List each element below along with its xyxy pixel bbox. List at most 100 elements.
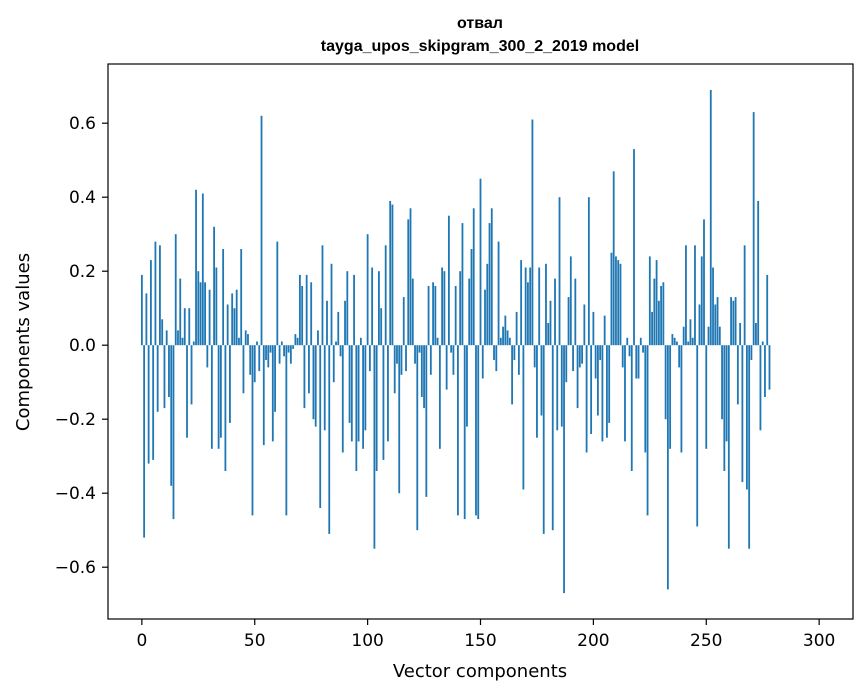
bar [513, 345, 516, 360]
bar [481, 345, 484, 379]
bar [359, 337, 362, 346]
bar [644, 345, 647, 453]
bar [459, 271, 462, 346]
bar [260, 115, 263, 346]
bar [630, 345, 633, 471]
bar [436, 337, 439, 346]
bar [305, 274, 308, 346]
bar [289, 345, 292, 364]
bar [748, 345, 751, 549]
bar [411, 278, 414, 346]
bar [572, 345, 574, 372]
bar [450, 345, 453, 353]
bar [725, 345, 728, 442]
bar [170, 345, 173, 486]
bar [565, 345, 568, 383]
bar [244, 330, 247, 346]
bar [362, 345, 365, 449]
bar [576, 345, 579, 409]
x-tick-label: 250 [690, 631, 722, 651]
bar [312, 345, 315, 420]
bar [326, 300, 328, 346]
bar [192, 341, 195, 346]
bar [486, 263, 489, 346]
bar [635, 345, 638, 379]
bar [296, 337, 299, 346]
bar [269, 345, 272, 353]
bar [328, 345, 331, 534]
bar [700, 256, 703, 346]
bar [678, 345, 681, 368]
bar [615, 256, 617, 346]
bar [497, 241, 500, 346]
bar [231, 293, 234, 346]
bar [508, 337, 511, 346]
x-tick-label: 300 [803, 631, 835, 651]
bar [391, 204, 394, 346]
bar [578, 345, 581, 368]
bar [292, 345, 295, 349]
x-tick-label: 50 [244, 631, 266, 651]
bar [407, 219, 410, 346]
bar [583, 304, 586, 346]
bar [405, 345, 407, 372]
bar [274, 345, 276, 412]
bar [355, 345, 358, 471]
bar [574, 278, 577, 346]
bar [177, 330, 179, 346]
bar [468, 278, 471, 346]
bar [673, 337, 676, 346]
bar [258, 345, 261, 372]
bar [551, 345, 554, 531]
bar [569, 256, 572, 346]
bar [335, 341, 337, 346]
bar [240, 249, 243, 346]
bar [210, 345, 213, 449]
bar [723, 345, 726, 471]
bar [549, 300, 552, 346]
bar [671, 334, 674, 346]
bar [287, 345, 290, 353]
bar [344, 300, 346, 346]
y-tick-label: 0.0 [69, 336, 96, 356]
bar [712, 267, 714, 346]
bar [339, 345, 342, 357]
bar [698, 304, 701, 346]
bar [168, 345, 170, 397]
bar [226, 304, 229, 346]
y-tick-label: −0.6 [55, 558, 96, 578]
bar [619, 263, 622, 346]
bar [472, 208, 475, 346]
bar [718, 326, 721, 346]
bar [330, 263, 333, 346]
bar [163, 345, 166, 409]
bar [687, 341, 690, 346]
bar [502, 326, 504, 346]
bar [766, 274, 769, 346]
bar [452, 345, 455, 375]
bar [398, 345, 401, 494]
bar [238, 337, 240, 346]
bar [201, 193, 204, 346]
bar [271, 345, 274, 442]
bar [538, 267, 541, 346]
bar [648, 256, 651, 346]
y-tick-label: −0.2 [55, 410, 96, 430]
x-tick-label: 100 [351, 631, 383, 651]
bar [278, 345, 281, 364]
bar [143, 345, 146, 538]
bar [242, 345, 245, 394]
bar [490, 208, 493, 346]
bar [188, 308, 191, 346]
bar [402, 297, 405, 346]
bar [716, 297, 719, 346]
bar [283, 345, 285, 357]
bar [655, 260, 658, 346]
bar [626, 337, 629, 346]
bar [477, 345, 480, 520]
bar [432, 282, 434, 346]
bar [493, 345, 495, 360]
bar [454, 286, 457, 346]
bar [606, 345, 608, 438]
bar [639, 337, 642, 346]
